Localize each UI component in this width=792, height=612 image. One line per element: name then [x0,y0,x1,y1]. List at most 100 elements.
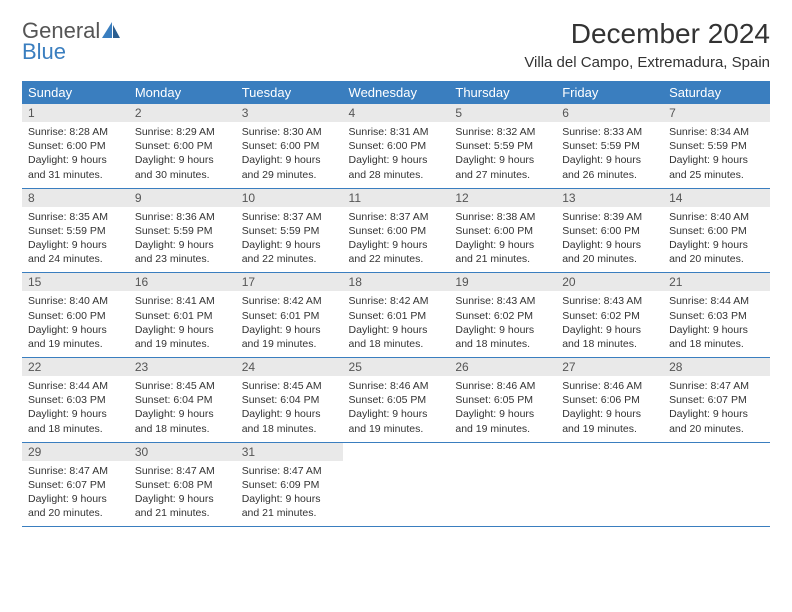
day-number: 27 [556,358,663,376]
calendar-table: Sunday Monday Tuesday Wednesday Thursday… [22,81,770,527]
day-details: Sunrise: 8:30 AMSunset: 6:00 PMDaylight:… [236,122,343,188]
day-details: Sunrise: 8:32 AMSunset: 5:59 PMDaylight:… [449,122,556,188]
day-cell: 18Sunrise: 8:42 AMSunset: 6:01 PMDayligh… [343,273,450,358]
weekday-header: Monday [129,81,236,104]
logo: General Blue [22,18,122,63]
day-details: Sunrise: 8:39 AMSunset: 6:00 PMDaylight:… [556,207,663,273]
day-cell: 3Sunrise: 8:30 AMSunset: 6:00 PMDaylight… [236,104,343,188]
day-details: Sunrise: 8:34 AMSunset: 5:59 PMDaylight:… [663,122,770,188]
empty-cell [663,442,770,527]
weekday-header: Thursday [449,81,556,104]
day-cell: 1Sunrise: 8:28 AMSunset: 6:00 PMDaylight… [22,104,129,188]
day-details: Sunrise: 8:35 AMSunset: 5:59 PMDaylight:… [22,207,129,273]
title-block: December 2024 Villa del Campo, Extremadu… [524,18,770,71]
day-cell: 9Sunrise: 8:36 AMSunset: 5:59 PMDaylight… [129,188,236,273]
day-cell: 15Sunrise: 8:40 AMSunset: 6:00 PMDayligh… [22,273,129,358]
day-cell: 13Sunrise: 8:39 AMSunset: 6:00 PMDayligh… [556,188,663,273]
day-details: Sunrise: 8:44 AMSunset: 6:03 PMDaylight:… [663,291,770,357]
day-cell: 30Sunrise: 8:47 AMSunset: 6:08 PMDayligh… [129,442,236,527]
day-cell: 24Sunrise: 8:45 AMSunset: 6:04 PMDayligh… [236,358,343,443]
day-details: Sunrise: 8:46 AMSunset: 6:05 PMDaylight:… [449,376,556,442]
day-cell: 5Sunrise: 8:32 AMSunset: 5:59 PMDaylight… [449,104,556,188]
day-details: Sunrise: 8:45 AMSunset: 6:04 PMDaylight:… [236,376,343,442]
day-number: 31 [236,443,343,461]
empty-cell [556,442,663,527]
day-details: Sunrise: 8:31 AMSunset: 6:00 PMDaylight:… [343,122,450,188]
day-cell: 6Sunrise: 8:33 AMSunset: 5:59 PMDaylight… [556,104,663,188]
day-cell: 23Sunrise: 8:45 AMSunset: 6:04 PMDayligh… [129,358,236,443]
weekday-header: Saturday [663,81,770,104]
day-number: 17 [236,273,343,291]
day-details: Sunrise: 8:43 AMSunset: 6:02 PMDaylight:… [449,291,556,357]
day-number: 3 [236,104,343,122]
day-details: Sunrise: 8:43 AMSunset: 6:02 PMDaylight:… [556,291,663,357]
day-number: 1 [22,104,129,122]
day-cell: 20Sunrise: 8:43 AMSunset: 6:02 PMDayligh… [556,273,663,358]
day-details: Sunrise: 8:42 AMSunset: 6:01 PMDaylight:… [236,291,343,357]
day-details: Sunrise: 8:47 AMSunset: 6:07 PMDaylight:… [22,461,129,527]
day-details: Sunrise: 8:44 AMSunset: 6:03 PMDaylight:… [22,376,129,442]
day-number: 20 [556,273,663,291]
day-details: Sunrise: 8:40 AMSunset: 6:00 PMDaylight:… [22,291,129,357]
day-details: Sunrise: 8:38 AMSunset: 6:00 PMDaylight:… [449,207,556,273]
day-number: 11 [343,189,450,207]
day-number: 12 [449,189,556,207]
calendar-row: 1Sunrise: 8:28 AMSunset: 6:00 PMDaylight… [22,104,770,188]
day-number: 14 [663,189,770,207]
day-cell: 8Sunrise: 8:35 AMSunset: 5:59 PMDaylight… [22,188,129,273]
day-number: 13 [556,189,663,207]
day-details: Sunrise: 8:45 AMSunset: 6:04 PMDaylight:… [129,376,236,442]
day-cell: 4Sunrise: 8:31 AMSunset: 6:00 PMDaylight… [343,104,450,188]
day-number: 16 [129,273,236,291]
calendar-row: 15Sunrise: 8:40 AMSunset: 6:00 PMDayligh… [22,273,770,358]
day-number: 26 [449,358,556,376]
day-number: 2 [129,104,236,122]
day-cell: 16Sunrise: 8:41 AMSunset: 6:01 PMDayligh… [129,273,236,358]
empty-cell [343,442,450,527]
day-details: Sunrise: 8:29 AMSunset: 6:00 PMDaylight:… [129,122,236,188]
day-number: 21 [663,273,770,291]
weekday-header: Sunday [22,81,129,104]
day-number: 19 [449,273,556,291]
calendar-row: 29Sunrise: 8:47 AMSunset: 6:07 PMDayligh… [22,442,770,527]
day-details: Sunrise: 8:37 AMSunset: 6:00 PMDaylight:… [343,207,450,273]
day-cell: 17Sunrise: 8:42 AMSunset: 6:01 PMDayligh… [236,273,343,358]
day-number: 8 [22,189,129,207]
day-cell: 7Sunrise: 8:34 AMSunset: 5:59 PMDaylight… [663,104,770,188]
day-cell: 29Sunrise: 8:47 AMSunset: 6:07 PMDayligh… [22,442,129,527]
day-number: 7 [663,104,770,122]
day-details: Sunrise: 8:46 AMSunset: 6:05 PMDaylight:… [343,376,450,442]
day-number: 22 [22,358,129,376]
day-details: Sunrise: 8:41 AMSunset: 6:01 PMDaylight:… [129,291,236,357]
day-number: 9 [129,189,236,207]
day-cell: 25Sunrise: 8:46 AMSunset: 6:05 PMDayligh… [343,358,450,443]
day-number: 30 [129,443,236,461]
day-number: 6 [556,104,663,122]
day-cell: 27Sunrise: 8:46 AMSunset: 6:06 PMDayligh… [556,358,663,443]
day-details: Sunrise: 8:47 AMSunset: 6:07 PMDaylight:… [663,376,770,442]
sail-icon [100,20,122,40]
weekday-header: Wednesday [343,81,450,104]
weekday-header: Tuesday [236,81,343,104]
day-number: 15 [22,273,129,291]
day-number: 25 [343,358,450,376]
day-details: Sunrise: 8:33 AMSunset: 5:59 PMDaylight:… [556,122,663,188]
day-number: 18 [343,273,450,291]
day-number: 5 [449,104,556,122]
day-number: 23 [129,358,236,376]
day-cell: 28Sunrise: 8:47 AMSunset: 6:07 PMDayligh… [663,358,770,443]
day-details: Sunrise: 8:46 AMSunset: 6:06 PMDaylight:… [556,376,663,442]
day-cell: 12Sunrise: 8:38 AMSunset: 6:00 PMDayligh… [449,188,556,273]
day-number: 28 [663,358,770,376]
day-cell: 26Sunrise: 8:46 AMSunset: 6:05 PMDayligh… [449,358,556,443]
location: Villa del Campo, Extremadura, Spain [524,54,770,71]
day-cell: 11Sunrise: 8:37 AMSunset: 6:00 PMDayligh… [343,188,450,273]
day-number: 24 [236,358,343,376]
day-details: Sunrise: 8:47 AMSunset: 6:09 PMDaylight:… [236,461,343,527]
header: General Blue December 2024 Villa del Cam… [22,18,770,71]
day-cell: 22Sunrise: 8:44 AMSunset: 6:03 PMDayligh… [22,358,129,443]
calendar-row: 22Sunrise: 8:44 AMSunset: 6:03 PMDayligh… [22,358,770,443]
weekday-header-row: Sunday Monday Tuesday Wednesday Thursday… [22,81,770,104]
day-details: Sunrise: 8:28 AMSunset: 6:00 PMDaylight:… [22,122,129,188]
day-details: Sunrise: 8:42 AMSunset: 6:01 PMDaylight:… [343,291,450,357]
